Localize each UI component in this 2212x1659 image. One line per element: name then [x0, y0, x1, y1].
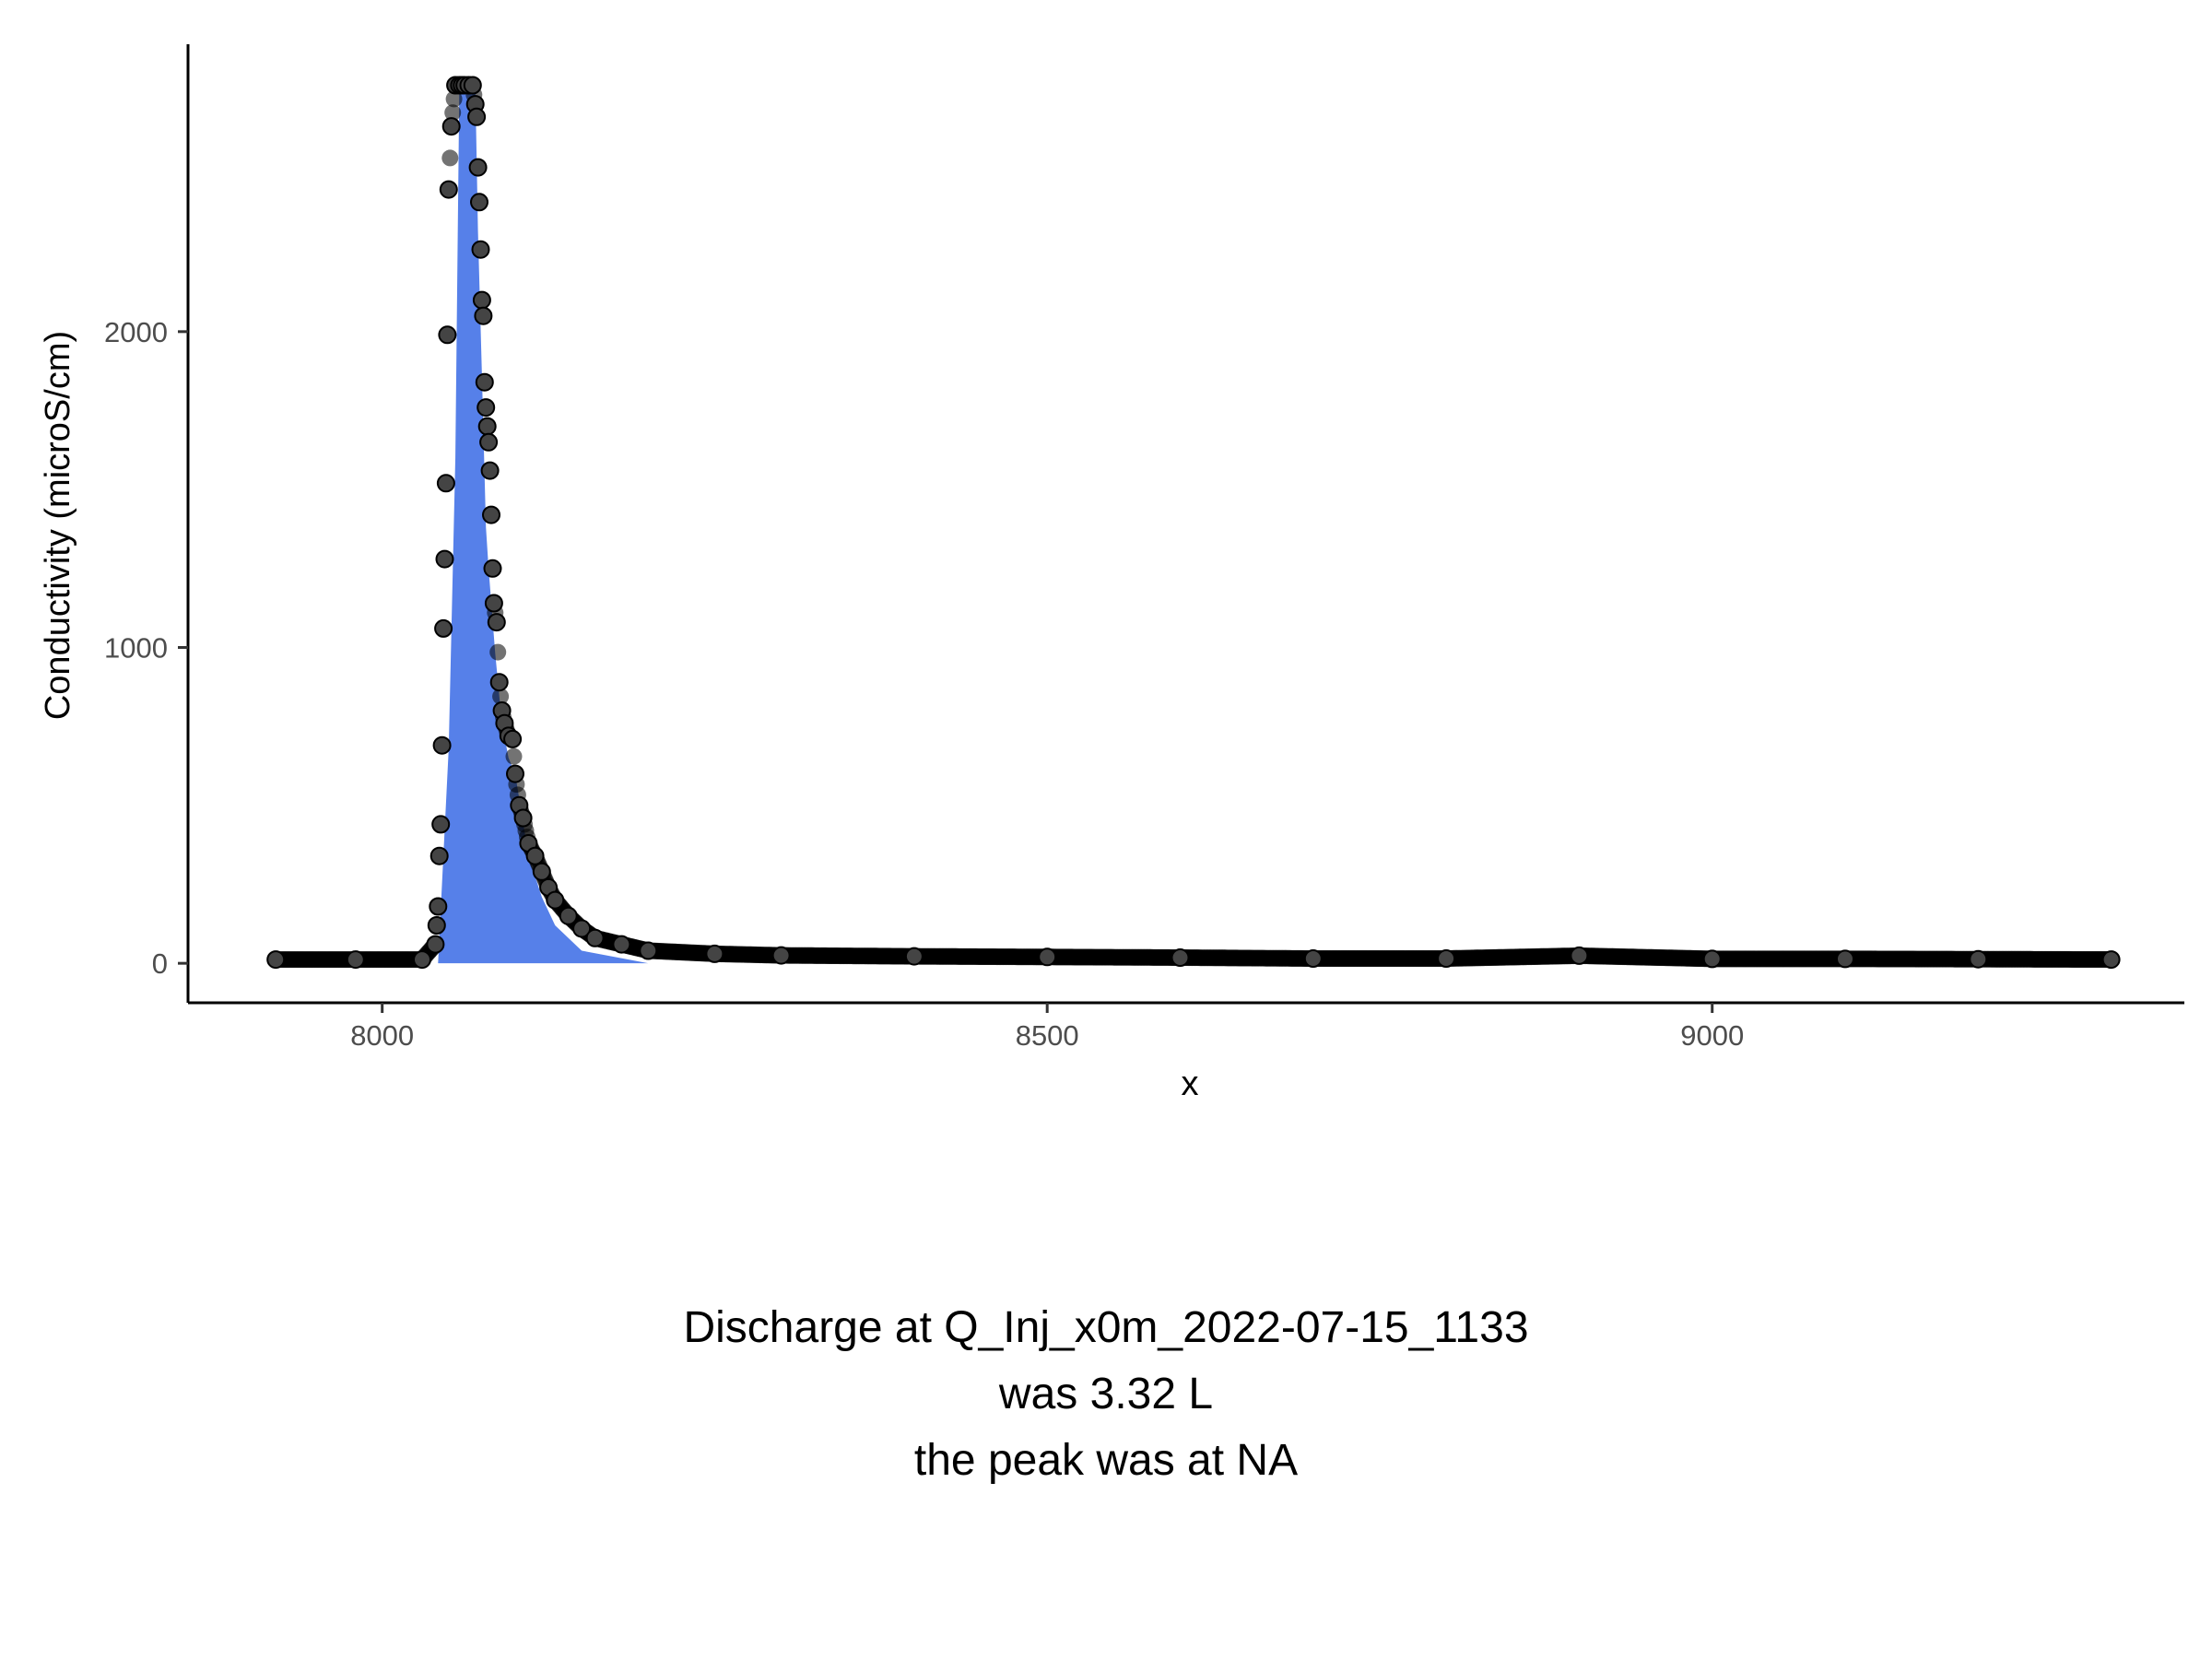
caption-line-1: Discharge at Q_Inj_x0m_2022-07-15_1133	[683, 1303, 1529, 1352]
data-point	[559, 906, 578, 925]
data-point	[441, 149, 459, 167]
x-tick-label: 8500	[1016, 1019, 1079, 1052]
data-point	[426, 935, 445, 954]
data-point	[1171, 948, 1190, 967]
data-point	[266, 950, 286, 970]
data-point	[432, 735, 452, 755]
data-point	[444, 104, 462, 122]
data-point	[513, 808, 533, 828]
x-axis-ticks: 8000 8500 9000	[350, 1003, 1744, 1052]
x-tick-label: 8000	[350, 1019, 414, 1052]
points-layer	[266, 76, 2121, 970]
data-point	[431, 815, 451, 834]
data-point	[904, 947, 924, 966]
data-point	[470, 193, 488, 212]
data-point	[429, 897, 448, 916]
data-point	[1303, 949, 1323, 968]
data-point	[1437, 949, 1456, 968]
data-point	[482, 505, 500, 524]
data-point	[445, 90, 463, 108]
data-point	[505, 747, 523, 765]
data-point	[2101, 950, 2121, 970]
data-point	[474, 306, 493, 325]
data-point	[546, 890, 565, 910]
x-tick-label: 9000	[1680, 1019, 1744, 1052]
data-point	[346, 950, 365, 970]
data-point	[475, 372, 494, 392]
data-point	[441, 117, 461, 136]
data-point	[438, 325, 457, 345]
data-point	[1836, 949, 1854, 969]
data-point	[506, 764, 524, 783]
y-axis-title: Conductivity (microS/cm)	[39, 331, 77, 720]
data-point	[480, 461, 500, 480]
data-point	[532, 862, 551, 881]
data-point	[1969, 949, 1988, 969]
data-point	[525, 846, 545, 865]
data-point	[477, 417, 497, 436]
caption-line-2: was 3.32 L	[998, 1370, 1214, 1418]
y-tick-label: 0	[152, 947, 168, 980]
data-point	[434, 618, 453, 638]
data-point	[1570, 946, 1589, 965]
data-point	[503, 729, 523, 748]
data-point	[487, 613, 506, 632]
data-point	[468, 158, 488, 177]
data-point	[429, 846, 449, 865]
data-point	[427, 916, 446, 935]
data-point	[572, 919, 592, 938]
data-point	[413, 950, 431, 970]
data-point	[479, 432, 499, 452]
area-layer	[438, 85, 649, 964]
caption-line-3: the peak was at NA	[913, 1436, 1299, 1485]
x-axis-title: x	[1182, 1065, 1199, 1103]
data-point	[1038, 947, 1057, 967]
data-point	[439, 180, 458, 199]
data-point	[435, 549, 454, 569]
data-point	[463, 76, 482, 95]
data-point	[489, 643, 507, 661]
data-point	[1702, 949, 1722, 969]
data-point	[436, 474, 455, 493]
peak-area-fill	[438, 85, 649, 964]
data-point	[489, 673, 509, 692]
y-axis-ticks: 0 1000 2000	[104, 316, 188, 980]
data-point	[705, 944, 724, 963]
data-point	[492, 688, 510, 705]
data-point	[612, 935, 631, 954]
data-point	[467, 107, 487, 126]
data-point	[639, 941, 658, 960]
data-point	[471, 240, 490, 259]
y-tick-label: 2000	[104, 316, 168, 348]
data-point	[484, 594, 503, 613]
data-point	[472, 290, 491, 310]
data-point	[771, 946, 791, 965]
data-point	[585, 928, 605, 947]
data-point	[477, 398, 496, 418]
y-tick-label: 1000	[104, 631, 168, 664]
data-point	[483, 559, 502, 578]
